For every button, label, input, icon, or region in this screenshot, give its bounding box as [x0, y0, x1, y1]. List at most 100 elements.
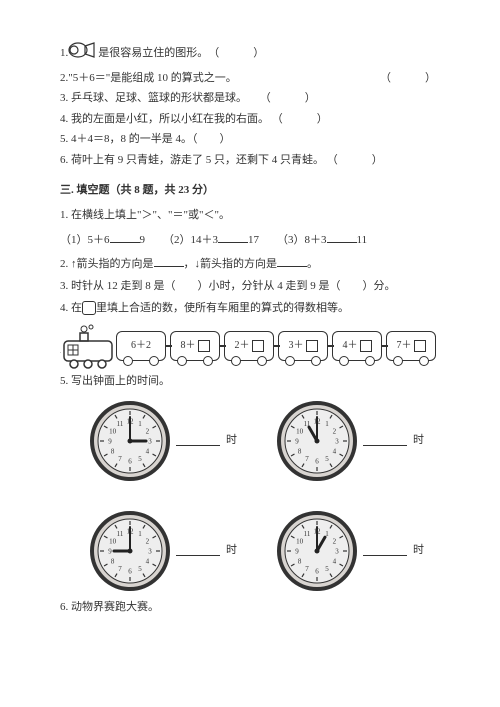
compare-right: 9 — [140, 234, 146, 246]
q4-text-a: 4. 在 — [60, 302, 82, 314]
compare-item-2: （2）14＋3 17 — [163, 231, 259, 250]
svg-text:8: 8 — [298, 447, 302, 455]
compare-item-3: （3）8＋3 11 — [277, 231, 367, 250]
train-car: 3＋ — [278, 331, 328, 361]
svg-text:7: 7 — [118, 565, 122, 573]
q3-text: 3. 乒乓球、足球、篮球的形状都是球。 — [60, 92, 247, 104]
fill-q4: 4. 在 里填上合适的数，使所有车厢里的算式的得数相等。 — [60, 300, 440, 318]
svg-text:3: 3 — [148, 547, 152, 555]
train-car: 8＋ — [170, 331, 220, 361]
judgement-q3: 3. 乒乓球、足球、篮球的形状都是球。 （ ） — [60, 90, 440, 108]
blank[interactable] — [218, 231, 248, 243]
svg-text:1: 1 — [138, 530, 142, 538]
svg-text:2: 2 — [146, 537, 150, 545]
compare-left: （2）14＋3 — [163, 234, 218, 246]
svg-text:3: 3 — [335, 437, 339, 445]
judgement-q5: 5. 4＋4＝8，8 的一半是 4。（ ） — [60, 131, 440, 149]
answer-box[interactable] — [198, 340, 210, 352]
svg-text:9: 9 — [295, 547, 299, 555]
q2-text-c: 。 — [307, 258, 318, 270]
svg-text:7: 7 — [305, 455, 309, 463]
compare-right: 11 — [357, 234, 368, 246]
svg-text:6: 6 — [128, 457, 132, 465]
train-car: 6＋2 — [116, 331, 166, 361]
clock-label: 时 — [226, 432, 237, 450]
time-blank[interactable] — [176, 436, 220, 446]
q5-text: 5. 4＋4＝8，8 的一半是 4。（ ） — [60, 133, 231, 145]
train-diagram: 6＋28＋2＋3＋4＋7＋ — [60, 323, 440, 369]
train-car: 7＋ — [386, 331, 436, 361]
fill-q5: 5. 写出钟面上的时间。 — [60, 373, 440, 391]
svg-text:10: 10 — [296, 537, 304, 545]
svg-text:11: 11 — [117, 420, 124, 428]
svg-text:7: 7 — [118, 455, 122, 463]
clock-face: 123456789101112 — [90, 511, 170, 591]
locomotive-icon — [60, 323, 118, 369]
svg-text:2: 2 — [333, 537, 337, 545]
svg-text:4: 4 — [333, 557, 337, 565]
compare-left: （1）5＋6 — [60, 234, 110, 246]
time-blank[interactable] — [363, 546, 407, 556]
svg-text:6: 6 — [315, 457, 319, 465]
blank[interactable] — [277, 255, 307, 267]
fill-q1: 1. 在横线上填上"＞"、"＝"或"＜"。 — [60, 207, 440, 225]
answer-box[interactable] — [252, 340, 264, 352]
svg-text:9: 9 — [108, 547, 112, 555]
q1-paren: （ ） — [208, 45, 268, 63]
compare-right: 17 — [248, 234, 259, 246]
camera-icon — [68, 40, 96, 67]
svg-text:7: 7 — [305, 565, 309, 573]
svg-text:1: 1 — [325, 420, 329, 428]
clock-face: 123456789101112 — [277, 401, 357, 481]
train-car: 2＋ — [224, 331, 274, 361]
time-blank[interactable] — [363, 436, 407, 446]
svg-text:5: 5 — [138, 455, 142, 463]
section-title: 三. 填空题（共 8 题，共 23 分） — [60, 182, 440, 200]
fill-q3: 3. 时针从 12 走到 8 是（ ）小时，分针从 4 走到 9 是（ ）分。 — [60, 278, 440, 296]
clock-unit: 123456789101112时 — [277, 401, 424, 481]
clock-unit: 123456789101112时 — [277, 511, 424, 591]
q4-text-b: 里填上合适的数，使所有车厢里的算式的得数相等。 — [96, 302, 349, 314]
q4-text: 4. 我的左面是小红，所以小红在我的右面。 — [60, 113, 269, 125]
svg-text:4: 4 — [146, 557, 150, 565]
svg-text:8: 8 — [111, 557, 115, 565]
q6-paren: （ ） — [327, 154, 387, 166]
svg-text:6: 6 — [315, 567, 319, 575]
answer-box[interactable] — [414, 340, 426, 352]
blank[interactable] — [154, 255, 184, 267]
judgement-q1: 1. 是很容易立住的图形。 （ ） — [60, 40, 440, 67]
svg-text:6: 6 — [128, 567, 132, 575]
clock-face: 123456789101112 — [277, 511, 357, 591]
q4-paren: （ ） — [272, 113, 332, 125]
box-icon — [82, 301, 96, 315]
svg-text:8: 8 — [111, 447, 115, 455]
svg-text:10: 10 — [109, 427, 117, 435]
svg-text:3: 3 — [335, 547, 339, 555]
blank[interactable] — [110, 231, 140, 243]
clock-label: 时 — [413, 432, 424, 450]
clock-label: 时 — [226, 542, 237, 560]
svg-text:4: 4 — [333, 447, 337, 455]
train-car: 4＋ — [332, 331, 382, 361]
svg-text:5: 5 — [325, 565, 329, 573]
time-blank[interactable] — [176, 546, 220, 556]
svg-text:8: 8 — [298, 557, 302, 565]
q2-text-a: 2. ↑箭头指的方向是 — [60, 258, 154, 270]
q6-text: 6. 荷叶上有 9 只青蛙，游走了 5 只，还剩下 4 只青蛙。 — [60, 154, 324, 166]
blank[interactable] — [327, 231, 357, 243]
q1-number: 1. — [60, 45, 68, 63]
judgement-q4: 4. 我的左面是小红，所以小红在我的右面。 （ ） — [60, 111, 440, 129]
answer-box[interactable] — [306, 340, 318, 352]
fill-q1-items: （1）5＋6 9 （2）14＋3 17 （3）8＋3 11 — [60, 231, 440, 250]
svg-text:11: 11 — [117, 530, 124, 538]
answer-box[interactable] — [360, 340, 372, 352]
clock-unit: 123456789101112时 — [90, 511, 237, 591]
compare-item-1: （1）5＋6 9 — [60, 231, 145, 250]
q2-text-b: ，↓箭头指的方向是 — [184, 258, 278, 270]
clock-label: 时 — [413, 542, 424, 560]
compare-left: （3）8＋3 — [277, 234, 327, 246]
svg-text:5: 5 — [138, 565, 142, 573]
clock-grid: 123456789101112时123456789101112时12345678… — [90, 401, 440, 591]
judgement-q6: 6. 荷叶上有 9 只青蛙，游走了 5 只，还剩下 4 只青蛙。 （ ） — [60, 152, 440, 170]
svg-text:11: 11 — [304, 530, 311, 538]
